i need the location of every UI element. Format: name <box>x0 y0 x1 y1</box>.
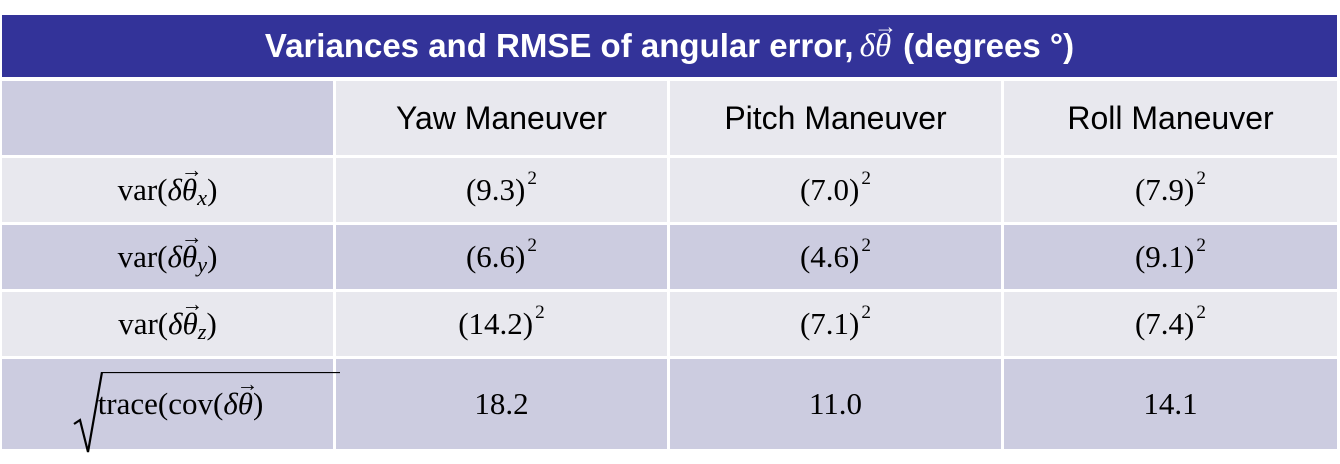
label-theta-vector: θ <box>182 172 197 208</box>
label-subscript: z <box>197 318 207 344</box>
label-subscript: x <box>197 184 208 210</box>
cell-pitch-var-x: (7.0) 2 <box>670 158 1004 222</box>
label-suffix: ) <box>207 172 218 207</box>
value-base: (9.1) <box>1134 239 1195 274</box>
cell-pitch-rmse: 11.0 <box>670 359 1004 449</box>
label-suffix: ) <box>207 239 218 274</box>
cell-roll-var-z: (7.4) 2 <box>1004 292 1337 356</box>
table-row: var(δθx) (9.3)2 (7.0)2 (7.9)2 <box>2 158 1337 222</box>
cell-roll-var-x: (7.9) 2 <box>1004 158 1337 222</box>
label-delta: δ <box>167 172 182 207</box>
header-row: Yaw Maneuver Pitch Maneuver Roll Maneuve… <box>2 81 1337 155</box>
title-units: (degrees °) <box>903 27 1075 64</box>
value-base: (7.1) <box>799 306 860 341</box>
value-exponent: 2 <box>1196 235 1206 257</box>
label-suffix: ) <box>206 306 217 341</box>
cell-yaw-rmse: 18.2 <box>336 359 670 449</box>
header-cell-empty <box>2 81 336 155</box>
sqrt-expression: trace(cov(δθ) <box>72 372 340 453</box>
label-prefix: trace(cov( <box>97 386 224 421</box>
value-base: (9.3) <box>465 172 526 207</box>
value-exponent: 2 <box>861 168 871 190</box>
cell-yaw-var-y: (6.6) 2 <box>336 225 670 289</box>
label-delta: δ <box>167 239 182 274</box>
row-label-rmse: trace(cov(δθ) <box>2 359 340 453</box>
sqrt-symbol <box>73 372 340 453</box>
cell-pitch-var-z: (7.1) 2 <box>670 292 1004 356</box>
label-theta-vector: θ <box>182 239 197 275</box>
label-theta-vector: θ <box>238 386 253 422</box>
value-base: (6.6) <box>465 239 526 274</box>
cell-roll-var-y: (9.1) 2 <box>1004 225 1337 289</box>
value-exponent: 2 <box>861 235 871 257</box>
cell-yaw-var-x: (9.3) 2 <box>336 158 670 222</box>
label-suffix: ) <box>252 386 264 421</box>
label-prefix: var( <box>117 172 168 207</box>
label-subscript: y <box>197 251 208 277</box>
value-base: (7.9) <box>1134 172 1195 207</box>
cell-yaw-var-z: (14.2) 2 <box>336 292 670 356</box>
row-label-var-z: var(δθz) <box>2 292 336 356</box>
value-base: (4.6) <box>799 239 860 274</box>
label-delta: δ <box>223 386 238 421</box>
table-title: Variances and RMSE of angular error, δθ … <box>2 15 1337 77</box>
value-exponent: 2 <box>535 302 545 324</box>
header-cell-pitch: Pitch Maneuver <box>670 81 1004 155</box>
header-cell-roll: Roll Maneuver <box>1004 81 1337 155</box>
cell-roll-rmse: 14.1 <box>1004 359 1337 449</box>
value-exponent: 2 <box>527 235 537 257</box>
label-delta: δ <box>168 306 183 341</box>
label-theta-vector: θ <box>183 306 198 342</box>
title-symbol: δθ <box>860 28 892 65</box>
value-base: (7.0) <box>799 172 860 207</box>
table-row-rmse: trace(cov(δθ) 18.2 11.0 14.1 <box>2 359 1337 453</box>
variance-table: Variances and RMSE of angular error, δθ … <box>2 15 1337 453</box>
table-row: var(δθz) (14.2)2 (7.1)2 (7.4)2 <box>2 292 1337 356</box>
label-prefix: var( <box>118 306 169 341</box>
value-exponent: 2 <box>861 302 871 324</box>
title-text: Variances and RMSE of angular error, <box>264 27 854 64</box>
title-theta-vector: θ <box>875 28 891 65</box>
row-label-var-x: var(δθx) <box>2 158 336 222</box>
title-delta: δ <box>859 27 875 64</box>
header-cell-yaw: Yaw Maneuver <box>336 81 670 155</box>
value-exponent: 2 <box>527 168 537 190</box>
value-exponent: 2 <box>1196 168 1206 190</box>
value-base: (7.4) <box>1134 306 1195 341</box>
value-exponent: 2 <box>1196 302 1206 324</box>
table-row: var(δθy) (6.6)2 (4.6)2 (9.1)2 <box>2 225 1337 289</box>
cell-pitch-var-y: (4.6) 2 <box>670 225 1004 289</box>
row-label-var-y: var(δθy) <box>2 225 336 289</box>
value-base: (14.2) <box>458 306 534 341</box>
label-prefix: var( <box>117 239 168 274</box>
